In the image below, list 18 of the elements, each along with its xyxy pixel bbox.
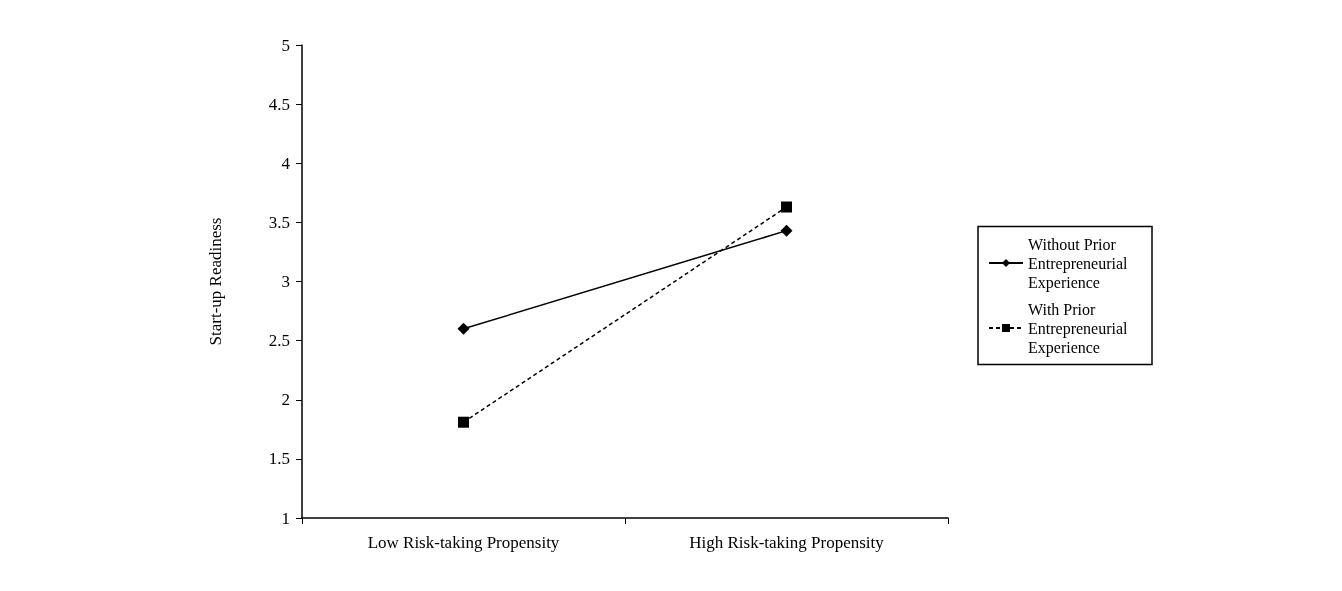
x-tick-label: High Risk-taking Propensity [689,533,885,552]
y-tick-label: 1.5 [268,449,290,469]
y-tick-label: 4.5 [268,94,290,114]
point [458,416,469,428]
point [457,322,470,335]
y-tick-label: 3 [281,272,290,291]
y-tick-label: 2.5 [268,331,290,351]
point [780,224,793,237]
y-tick-label: 3.5 [268,212,290,232]
legend-label: Without Prior Entrepreneurial Experience [1028,235,1132,292]
y-tick-label: 2 [281,390,290,410]
x-tick-label: Low Risk-taking Propensity [367,533,560,552]
legend-label: With Prior Entrepreneurial Experience [1028,300,1132,357]
y-tick-label: 1 [281,508,290,528]
y-tick-label: 5 [281,35,290,55]
y-tick-label: 4 [281,153,291,173]
y-axis-title: Start-up Readiness [206,217,225,346]
point [781,201,792,213]
